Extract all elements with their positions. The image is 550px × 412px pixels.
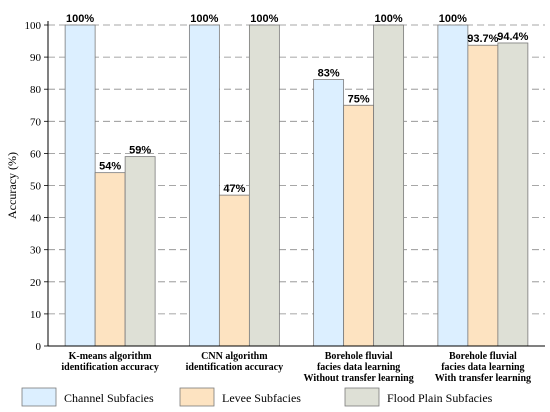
data-label: 100%	[190, 13, 218, 25]
bar	[248, 24, 280, 347]
data-label: 75%	[348, 93, 370, 105]
data-labels: 100%54%59%100%47%100%83%75%100% 100%93.7%…	[66, 13, 529, 195]
y-tick-label: 50	[30, 181, 42, 193]
data-label: 93.7%	[467, 33, 498, 45]
data-label: 47%	[223, 183, 245, 195]
bar	[313, 79, 345, 347]
bar	[94, 172, 126, 347]
category-label: CNN algorithm identification accuracy	[186, 351, 283, 373]
data-label: 100%	[375, 13, 403, 25]
bar	[188, 24, 220, 347]
bar	[218, 194, 250, 347]
data-label: 83%	[318, 68, 340, 80]
y-axis-label: Accuracy (%)	[5, 152, 19, 219]
data-label: 54%	[99, 161, 121, 173]
legend: Channel Subfacies Levee Subfacies Flood Pl…	[21, 387, 493, 407]
y-tick-label: 0	[36, 341, 42, 353]
y-tick-labels: 0 10 20 30 40 50 60 70 80 90 100	[25, 20, 48, 353]
bars	[64, 24, 529, 347]
legend-swatch	[344, 387, 380, 407]
bar	[64, 24, 96, 347]
legend-label: Levee Subfacies	[222, 391, 301, 405]
data-label: 59%	[129, 145, 151, 157]
y-tick-label: 10	[30, 309, 42, 321]
y-tick-label: 70	[30, 116, 42, 128]
category-labels: K-means algorithm identification accuracy…	[61, 351, 531, 384]
bar	[497, 42, 529, 347]
legend-swatch	[21, 387, 57, 407]
bar	[124, 156, 156, 347]
category-label: Borehole fluvial facies data learning With…	[304, 351, 414, 384]
bar	[343, 104, 375, 347]
y-tick-label: 60	[30, 148, 42, 160]
y-tick-label: 90	[30, 52, 42, 64]
legend-swatch	[179, 387, 215, 407]
bar	[373, 24, 405, 347]
bar	[467, 44, 499, 347]
y-tick-label: 80	[30, 84, 42, 96]
y-tick-label: 40	[30, 213, 42, 225]
category-label: Borehole fluvial facies data learning With…	[435, 351, 531, 384]
data-label: 100%	[66, 13, 94, 25]
data-label: 94.4%	[497, 31, 528, 43]
legend-label: Channel Subfacies	[64, 391, 154, 405]
category-label: K-means algorithm identification accuracy	[61, 351, 158, 373]
legend-label: Flood Plain Subfacies	[387, 391, 493, 405]
y-tick-label: 30	[30, 245, 42, 257]
data-label: 100%	[250, 13, 278, 25]
y-tick-label: 20	[30, 277, 42, 289]
bar	[437, 24, 469, 347]
axes	[47, 21, 545, 347]
y-tick-label: 100	[25, 20, 42, 32]
data-label: 100%	[439, 13, 467, 25]
